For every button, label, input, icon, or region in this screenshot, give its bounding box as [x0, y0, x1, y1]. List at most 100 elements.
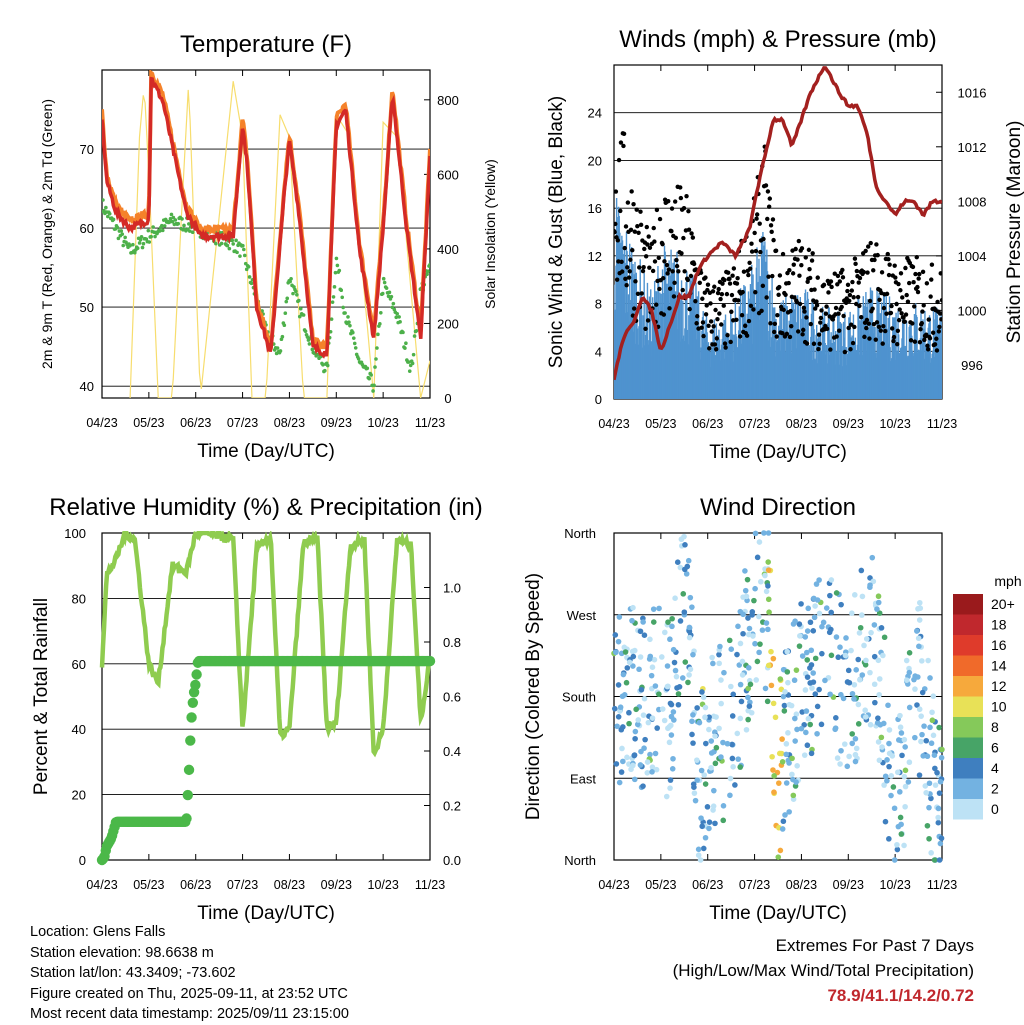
gust-point: [724, 291, 730, 297]
gust-point: [623, 224, 629, 229]
gust-point: [857, 303, 862, 309]
dewpoint-point: [283, 311, 288, 316]
gust-point: [917, 339, 923, 345]
direction-point: [785, 679, 791, 686]
direction-point: [762, 685, 769, 692]
gust-point: [688, 273, 694, 279]
direction-point: [851, 681, 858, 688]
direction-point: [702, 714, 708, 721]
gust-point: [791, 262, 796, 267]
dewpoint-point: [158, 229, 162, 233]
legend-label: 4: [991, 760, 999, 776]
gust-point: [787, 334, 793, 340]
direction-point: [716, 725, 722, 732]
gust-point: [900, 295, 905, 300]
direction-point: [818, 721, 825, 728]
direction-point: [919, 658, 925, 664]
direction-point: [857, 676, 863, 683]
direction-point: [881, 782, 887, 788]
gust-point: [864, 325, 869, 331]
direction-point: [912, 734, 918, 741]
direction-point: [619, 745, 625, 752]
direction-point: [618, 726, 625, 733]
direction-point: [937, 840, 944, 847]
dewpoint-point: [162, 224, 167, 228]
dewpoint-point: [242, 247, 246, 252]
gust-point: [841, 313, 846, 319]
gust-point: [703, 312, 709, 317]
gust-point: [905, 299, 911, 304]
gust-point: [625, 265, 630, 270]
direction-point: [761, 530, 767, 536]
gust-point: [737, 334, 743, 339]
y2-tick-label: 1016: [958, 85, 987, 100]
gust-point: [874, 320, 880, 325]
direction-point: [727, 775, 734, 782]
gust-point: [804, 315, 809, 320]
direction-point: [798, 601, 804, 607]
direction-point: [897, 814, 904, 821]
gust-point: [651, 225, 656, 231]
direction-point: [708, 764, 714, 771]
direction-point: [828, 609, 835, 616]
gust-point: [654, 207, 660, 213]
gust-point: [888, 310, 894, 316]
direction-point: [867, 582, 873, 588]
x-tick-label: 04/23: [598, 878, 629, 892]
gust-point: [736, 298, 741, 303]
gust-point: [640, 268, 646, 274]
gust-point: [886, 272, 892, 278]
dewpoint-point: [379, 311, 383, 315]
direction-point: [844, 763, 851, 770]
dewpoint-point: [160, 228, 165, 233]
direction-point: [718, 754, 724, 760]
direction-point: [875, 657, 882, 664]
gust-point: [734, 317, 739, 322]
direction-point: [615, 682, 622, 688]
direction-point: [706, 726, 712, 733]
direction-point: [682, 542, 688, 548]
x-tick-label: 04/23: [86, 416, 117, 430]
dewpoint-point: [105, 214, 110, 219]
y2-tick-label: 0.6: [443, 690, 461, 705]
direction-point: [647, 751, 653, 758]
dewpoint-point: [334, 256, 339, 261]
gust-point: [876, 324, 882, 329]
dewpoint-point: [241, 243, 245, 248]
gust-point: [661, 312, 667, 317]
direction-point: [647, 636, 653, 643]
gust-point: [741, 269, 747, 274]
direction-point: [871, 653, 878, 660]
x-tick-label: 10/23: [880, 417, 911, 431]
dewpoint-point: [401, 330, 405, 335]
gust-point: [705, 282, 711, 287]
dewpoint-point: [234, 238, 238, 243]
direction-point: [752, 530, 759, 537]
direction-point: [891, 857, 898, 863]
dewpoint-point: [303, 329, 308, 334]
direction-point: [799, 709, 806, 715]
precip-point: [424, 655, 436, 667]
direction-point: [743, 726, 750, 733]
direction-point: [633, 706, 639, 713]
direction-point: [920, 753, 927, 759]
direction-point: [906, 649, 913, 656]
direction-point: [651, 656, 658, 663]
gust-point: [725, 332, 730, 338]
dewpoint-point: [356, 356, 361, 361]
gust-point: [908, 338, 914, 343]
gust-point: [848, 347, 853, 352]
direction-point: [777, 676, 784, 682]
direction-point: [652, 683, 659, 689]
dewpoint-point: [389, 294, 394, 299]
direction-point: [781, 708, 788, 714]
direction-point: [820, 619, 827, 626]
gust-point: [771, 237, 776, 243]
direction-point: [631, 776, 638, 783]
gust-point: [836, 311, 841, 316]
gust-point: [712, 284, 717, 289]
gust-point: [645, 318, 651, 323]
direction-point: [895, 769, 901, 776]
gust-point: [934, 348, 940, 353]
direction-point: [816, 610, 823, 617]
